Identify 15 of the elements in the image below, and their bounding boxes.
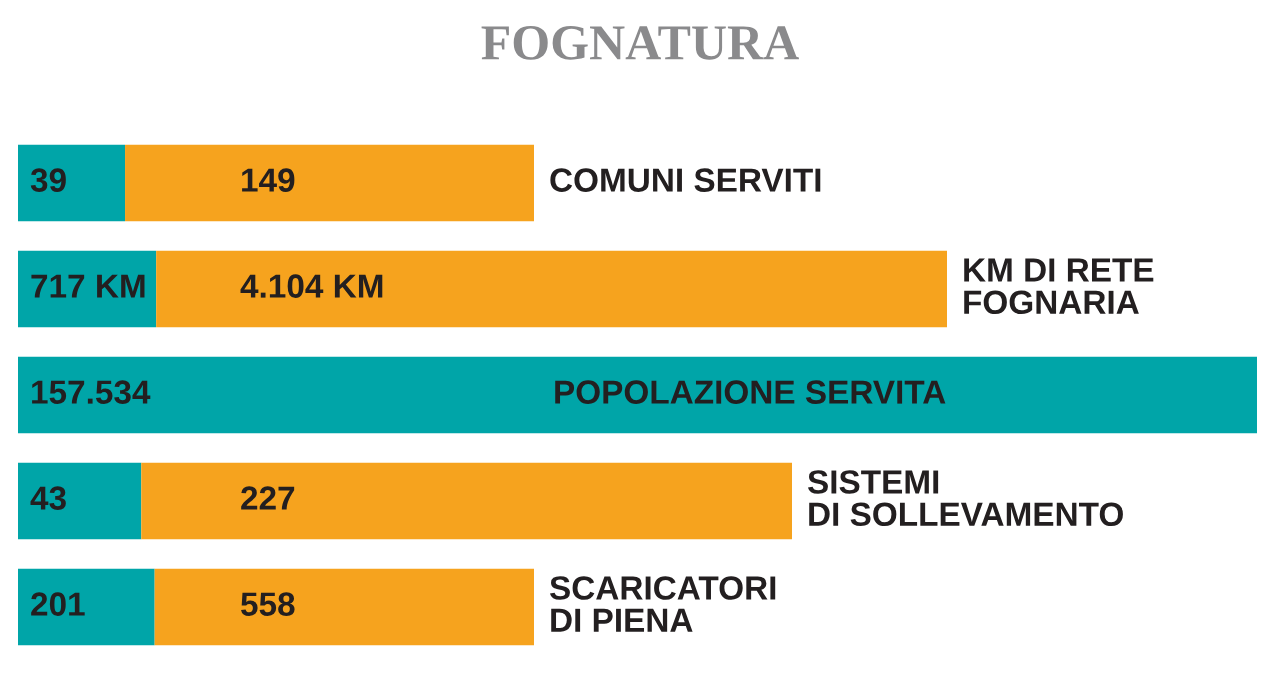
- text: FOGNATURA: [481, 26, 799, 60]
- data-label: 157.534: [32, 380, 151, 404]
- data-label: 201: [31, 592, 85, 616]
- data-label: 717 KM: [31, 274, 145, 298]
- category-label: SCARICATORI DI PIENA: [549, 576, 776, 632]
- data-label: 227: [241, 486, 295, 510]
- category-label: COMUNI SERVITI: [550, 168, 821, 192]
- data-label: 558: [241, 592, 295, 616]
- data-label: 4.104 KM: [240, 274, 383, 298]
- category-label: POPOLAZIONE SERVITA: [555, 380, 946, 404]
- category-label: SISTEMI DI SOLLEVAMENTO: [807, 470, 1123, 527]
- data-label: 149: [242, 168, 295, 192]
- data-label: 43: [30, 486, 66, 510]
- category-label: KM DI RETE FOGNARIA: [964, 258, 1154, 315]
- data-label: 39: [30, 168, 66, 192]
